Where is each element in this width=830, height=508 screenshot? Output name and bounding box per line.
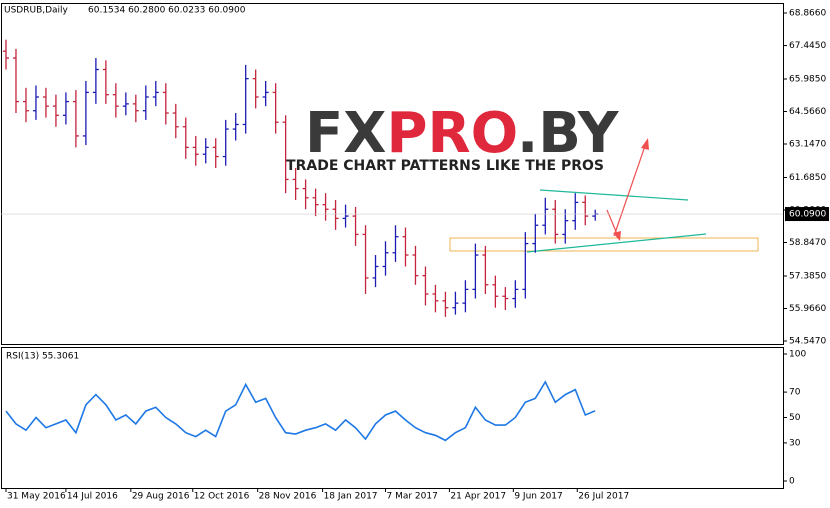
y-tick-label: 61.6850 xyxy=(789,173,826,183)
y-tick-label: 64.5660 xyxy=(789,107,826,117)
price-label: 60.0900 xyxy=(789,210,826,220)
y-tick-label: 0 xyxy=(789,477,795,487)
x-tick-label: 29 Aug 2016 xyxy=(132,492,190,502)
y-tick-label: 55.9660 xyxy=(789,304,826,314)
logo-part: PRO xyxy=(386,101,517,166)
x-tick-label: 7 Mar 2017 xyxy=(387,492,438,502)
watermark-logo: FXPRO.BY xyxy=(305,101,620,166)
rsi-line xyxy=(5,380,596,442)
arrow xyxy=(613,145,646,237)
tagline-bg xyxy=(305,156,585,176)
y-tick-label: 100 xyxy=(789,349,806,359)
watermark: FXPRO.BY TRADE CHART PATTERNS LIKE THE P… xyxy=(286,101,620,176)
annotations xyxy=(449,138,759,253)
y-tick-label: 54.5470 xyxy=(789,336,826,346)
symbol: USDRUB,Daily xyxy=(4,6,69,16)
x-tick-label: 26 Jul 2017 xyxy=(578,492,629,502)
arrow-head xyxy=(613,231,621,241)
x-tick-label: 12 Oct 2016 xyxy=(194,492,250,502)
y-tick-label: 50 xyxy=(789,413,801,423)
trend-line xyxy=(539,189,689,201)
ohlc-header: 60.1534 60.2800 60.0233 60.0900 xyxy=(88,6,246,16)
x-tick-label: 28 Nov 2016 xyxy=(259,492,317,502)
trend-line xyxy=(526,233,707,253)
y-tick-label: 70 xyxy=(789,388,801,398)
y-tick-label: 65.9850 xyxy=(789,75,826,85)
x-tick-label: 21 Apr 2017 xyxy=(450,492,506,502)
y-tick-label: 63.1470 xyxy=(789,140,826,150)
logo-part: FX xyxy=(305,101,386,166)
y-tick-label: 57.3850 xyxy=(789,271,826,281)
x-tick-label: 18 Jan 2017 xyxy=(324,492,378,502)
rsi-panel xyxy=(1,347,784,489)
rsi-title: RSI(13) 55.3061 xyxy=(6,352,79,362)
x-tick-label: 14 Jul 2016 xyxy=(67,492,118,502)
watermark-tagline: TRADE CHART PATTERNS LIKE THE PROS xyxy=(286,158,604,174)
support-zone xyxy=(449,237,759,252)
x-tick-label: 9 Jun 2017 xyxy=(514,492,562,502)
logo-part: .BY xyxy=(517,101,620,166)
y-tick-label: 58.8470 xyxy=(789,238,826,248)
arrow-head xyxy=(641,138,649,150)
y-tick-label: 67.4450 xyxy=(789,41,826,51)
price-box xyxy=(785,207,829,222)
y-tick-label: 30 xyxy=(789,438,801,448)
x-tick-label: 31 May 2016 xyxy=(7,492,66,502)
y-tick-label: 68.8660 xyxy=(789,9,826,19)
